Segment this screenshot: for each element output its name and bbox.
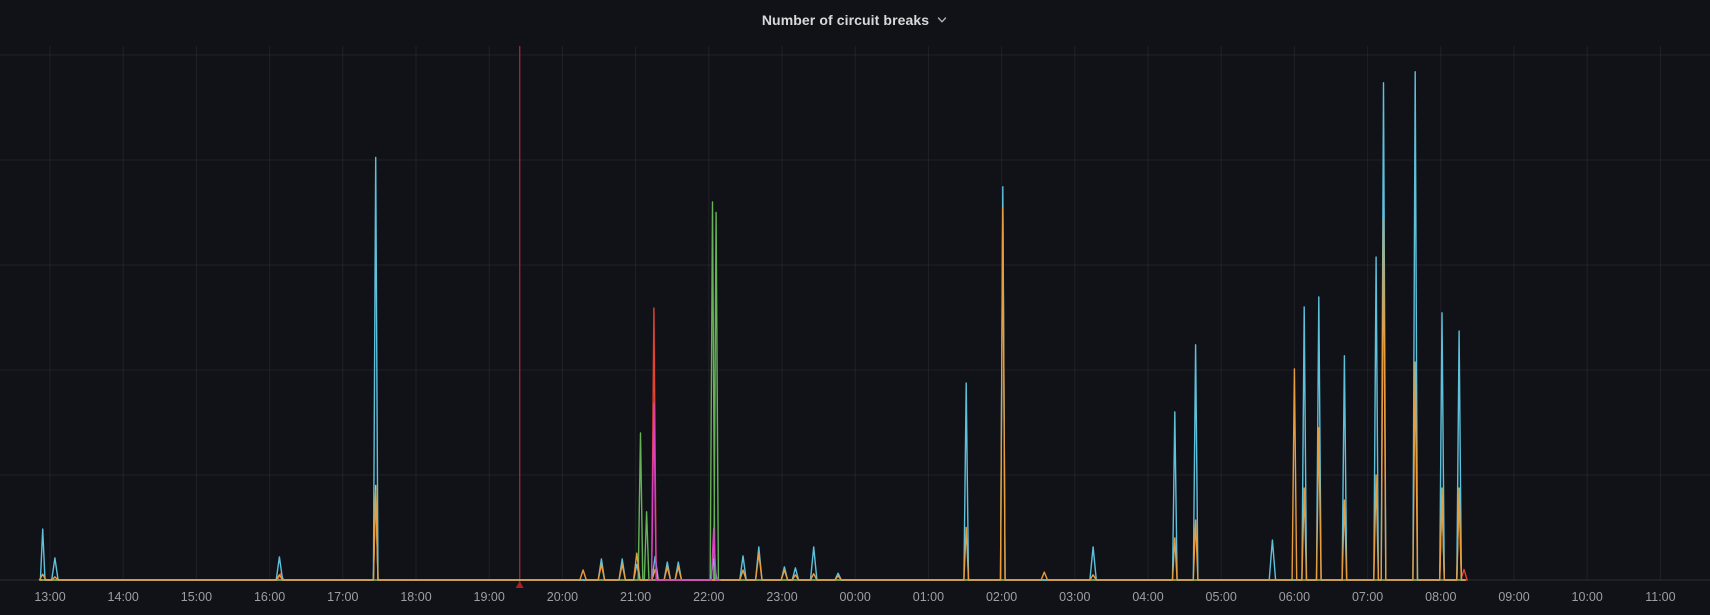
svg-text:11:00: 11:00 [1645, 590, 1675, 604]
panel-title: Number of circuit breaks [761, 12, 930, 28]
svg-text:14:00: 14:00 [108, 590, 139, 604]
series-red [40, 307, 1468, 581]
svg-text:13:00: 13:00 [34, 590, 65, 604]
svg-text:18:00: 18:00 [400, 590, 431, 604]
svg-text:08:00: 08:00 [1425, 590, 1456, 604]
svg-text:16:00: 16:00 [254, 590, 285, 604]
svg-text:20:00: 20:00 [547, 590, 578, 604]
svg-text:06:00: 06:00 [1279, 590, 1310, 604]
chevron-down-icon [936, 14, 948, 26]
series-green [40, 201, 1466, 581]
svg-text:19:00: 19:00 [474, 590, 505, 604]
svg-text:10:00: 10:00 [1572, 590, 1603, 604]
series-cyan [39, 71, 1466, 581]
svg-text:04:00: 04:00 [1132, 590, 1163, 604]
svg-text:07:00: 07:00 [1352, 590, 1383, 604]
svg-text:00:00: 00:00 [840, 590, 871, 604]
svg-text:17:00: 17:00 [327, 590, 358, 604]
series-magenta [648, 402, 721, 581]
svg-text:03:00: 03:00 [1059, 590, 1090, 604]
panel-title-menu[interactable]: Number of circuit breaks [0, 0, 1710, 40]
svg-text:22:00: 22:00 [693, 590, 724, 604]
svg-text:09:00: 09:00 [1498, 590, 1529, 604]
svg-text:02:00: 02:00 [986, 590, 1017, 604]
svg-text:15:00: 15:00 [181, 590, 212, 604]
svg-text:05:00: 05:00 [1206, 590, 1237, 604]
series-yellow [40, 484, 1466, 581]
svg-text:23:00: 23:00 [766, 590, 797, 604]
series-orange [38, 206, 1466, 581]
svg-text:01:00: 01:00 [913, 590, 944, 604]
svg-text:21:00: 21:00 [620, 590, 651, 604]
